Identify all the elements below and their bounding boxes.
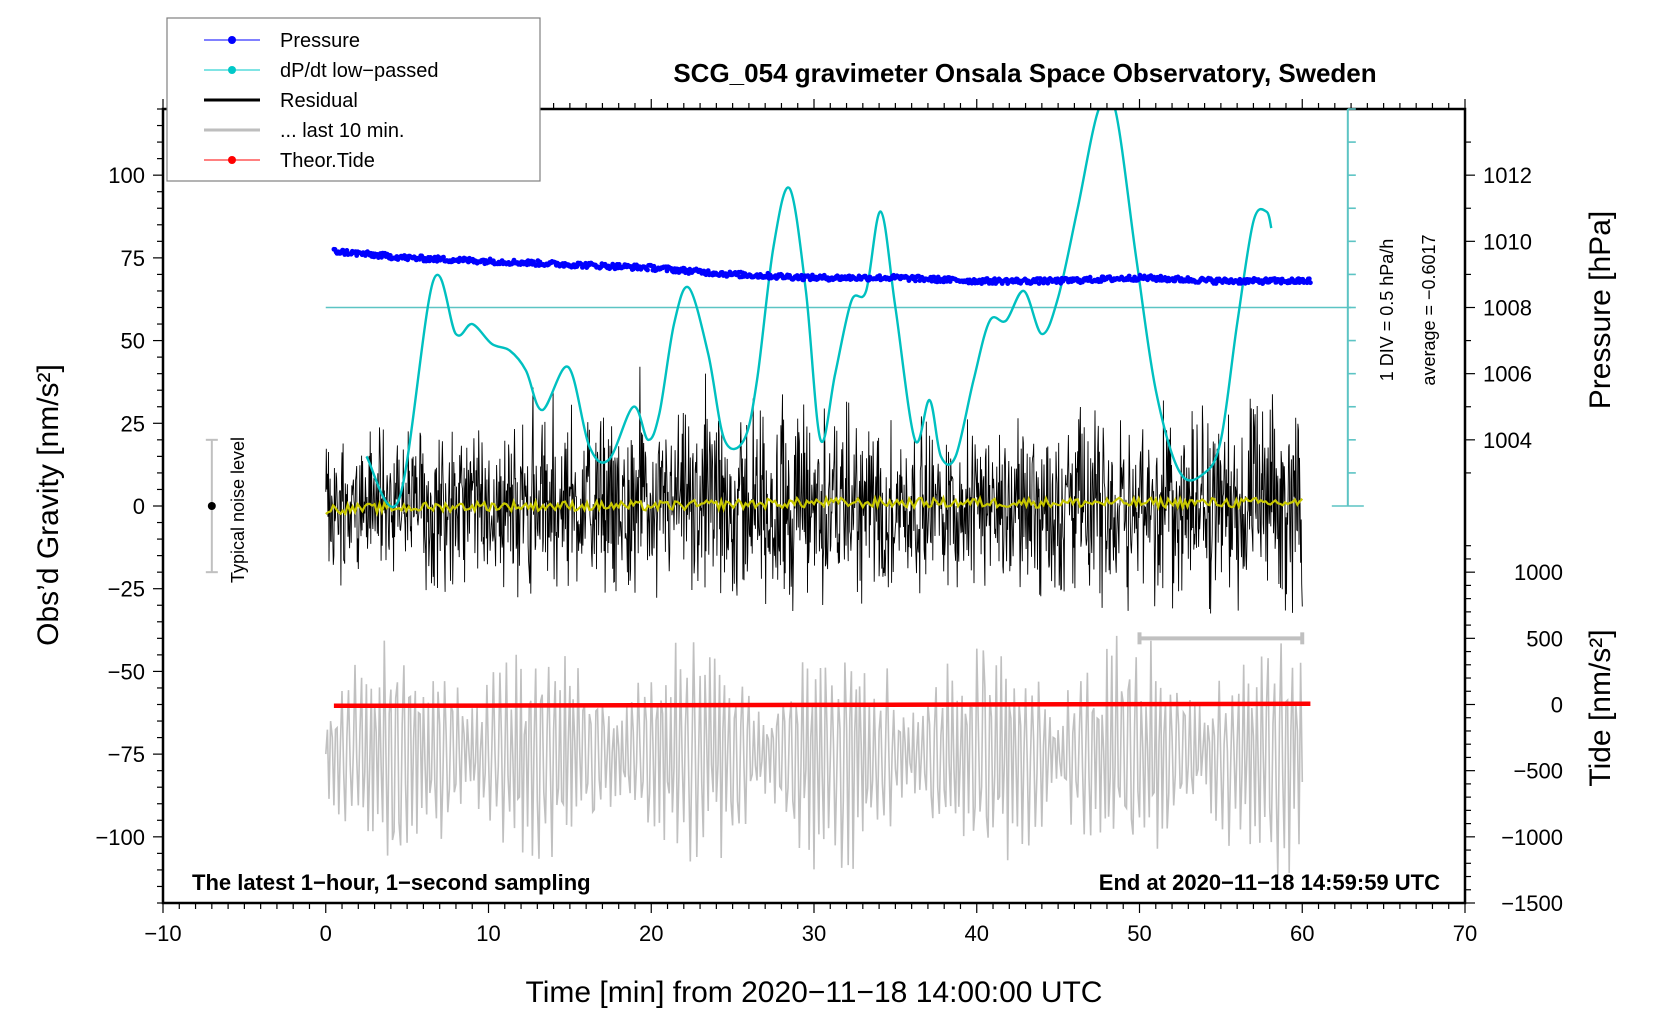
y-left-tick-label: 0 <box>133 494 145 519</box>
legend-label: Theor.Tide <box>280 150 375 172</box>
pressure-point <box>1045 280 1051 286</box>
tide-tick-label: −1500 <box>1501 891 1563 916</box>
y-left-tick-label: 25 <box>121 411 145 436</box>
axes-layer: −10 0 10 20 30 40 50 60 701007550250−25−50−75−10… <box>95 99 1563 946</box>
y-left-tick-label: −100 <box>95 825 145 850</box>
y-left-tick-label: −25 <box>108 577 145 602</box>
y-left-tick-label: −50 <box>108 659 145 684</box>
tide-tick-label: −500 <box>1513 759 1563 784</box>
y-axis-title-left: Obs’d Gravity [nm/s²] <box>32 364 65 646</box>
theoretical-tide-trace <box>333 701 1311 709</box>
y-left-tick-label: 100 <box>108 163 145 188</box>
chart-title: SCG_054 gravimeter Onsala Space Observat… <box>673 58 1376 88</box>
legend-label: Pressure <box>280 30 360 52</box>
legend-swatch-marker <box>228 156 236 164</box>
legend-swatch-marker <box>228 66 236 74</box>
tide-tick-label: 1000 <box>1514 560 1563 585</box>
x-tick-label: 20 <box>639 921 663 946</box>
pressure-point <box>1306 276 1312 282</box>
legend: Pressure dP/dt low−passed Residual ... last… <box>166 17 541 182</box>
y-left-tick-label: 75 <box>121 246 145 271</box>
dpdt-average-label: average = −0.6017 <box>1419 234 1439 385</box>
pressure-tick-label: 1010 <box>1483 229 1532 254</box>
legend-label: Residual <box>280 90 358 112</box>
last-10-min-trace <box>325 635 1304 875</box>
pressure-tick-label: 1006 <box>1483 362 1532 387</box>
noise-level-label: Typical noise level <box>228 437 248 583</box>
x-axis-title: Time [min] from 2020−11−18 14:00:00 UTC <box>526 976 1103 1009</box>
y-left-tick-label: 50 <box>121 329 145 354</box>
pressure-point <box>1308 280 1313 286</box>
legend-label: dP/dt low−passed <box>280 60 438 82</box>
pressure-tick-label: 1004 <box>1483 428 1532 453</box>
y-axis-title-pressure: Pressure [hPa] <box>1584 211 1617 409</box>
y-axis-title-tide: Tide [nm/s²] <box>1584 629 1617 786</box>
x-tick-label: 10 <box>476 921 500 946</box>
pressure-point <box>645 267 650 273</box>
pressure-point <box>441 254 446 260</box>
annotation-end-time: End at 2020−11−18 14:59:59 UTC <box>1099 870 1440 895</box>
data-layer <box>205 109 1352 875</box>
pressure-tick-label: 1008 <box>1483 296 1532 321</box>
x-tick-label: 70 <box>1453 921 1477 946</box>
dpdt-div-label: 1 DIV = 0.5 hPa/h <box>1377 239 1397 382</box>
x-tick-label: 50 <box>1127 921 1151 946</box>
x-tick-label: 30 <box>802 921 826 946</box>
y-left-tick-label: −75 <box>108 742 145 767</box>
x-tick-label: −10 <box>144 921 181 946</box>
pressure-point <box>344 248 350 253</box>
pressure-point <box>1304 280 1310 286</box>
tide-tick-label: 0 <box>1551 693 1563 718</box>
pressure-point <box>651 263 657 269</box>
x-tick-label: 60 <box>1290 921 1314 946</box>
legend-label: ... last 10 min. <box>280 120 405 142</box>
x-tick-label: 40 <box>965 921 989 946</box>
legend-swatch-marker <box>228 36 236 44</box>
residual-smoothed-trace <box>325 494 1304 518</box>
tide-tick-label: 500 <box>1526 626 1563 651</box>
x-tick-label: 0 <box>320 921 332 946</box>
pressure-point <box>1087 274 1093 280</box>
pressure-point <box>405 257 411 263</box>
tide-tick-label: −1000 <box>1501 825 1563 850</box>
pressure-point <box>913 278 918 284</box>
residual-trace <box>325 366 1303 614</box>
pressure-tick-label: 1012 <box>1483 163 1532 188</box>
dpdt-lowpassed-trace <box>365 109 1273 509</box>
pressure-trace <box>331 246 1313 286</box>
noise-level-center <box>207 502 216 510</box>
annotation-sampling: The latest 1−hour, 1−second sampling <box>192 870 591 895</box>
